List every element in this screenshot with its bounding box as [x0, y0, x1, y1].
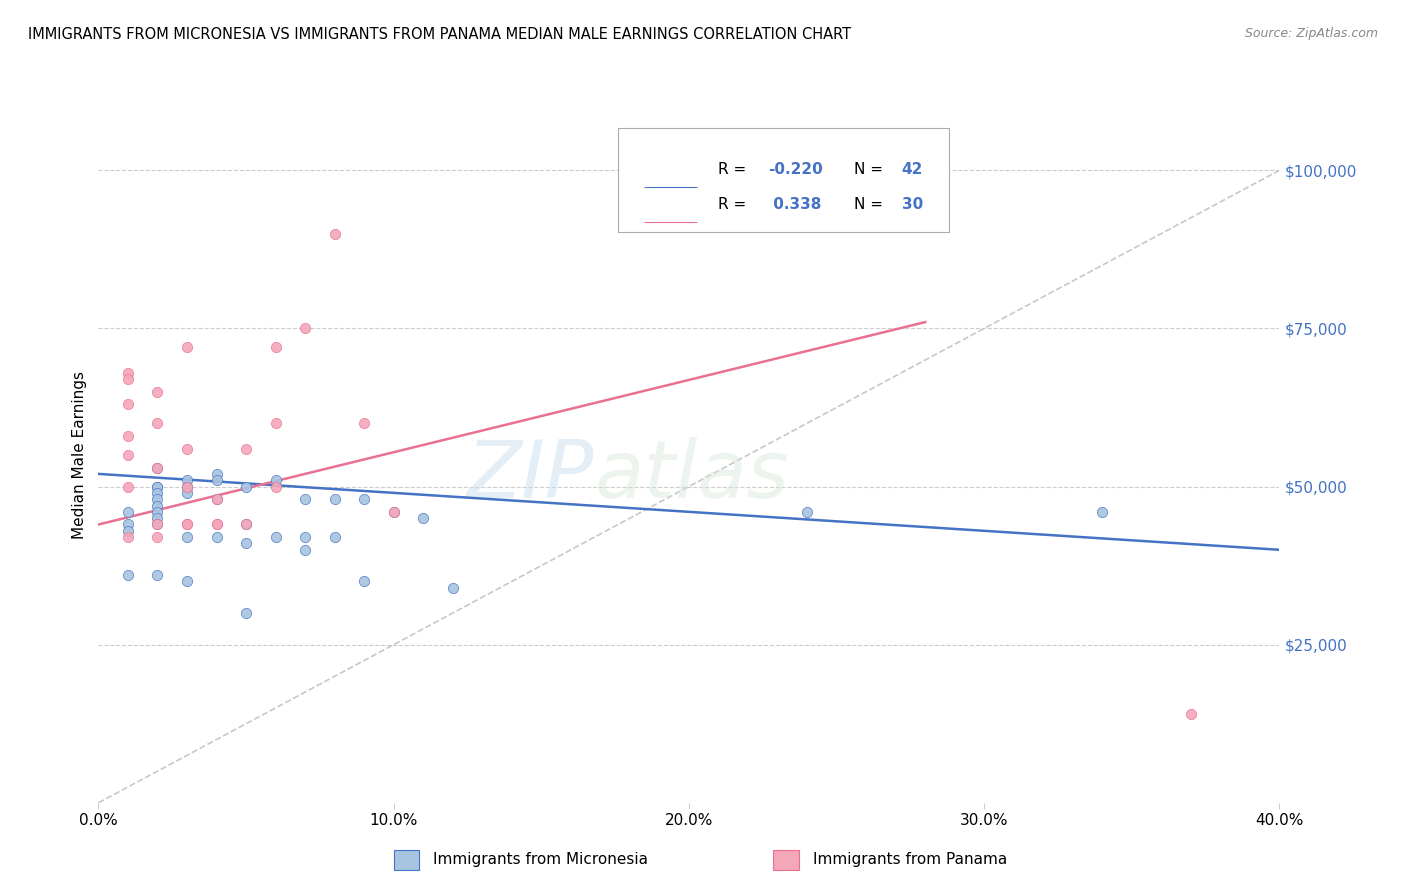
- Point: [205, 530, 228, 544]
- Point: [117, 568, 139, 582]
- Text: R =: R =: [718, 162, 752, 178]
- Point: [146, 499, 169, 513]
- Point: [235, 606, 257, 620]
- Point: [176, 479, 198, 493]
- Point: [176, 340, 198, 354]
- Point: [235, 536, 257, 550]
- Point: [146, 479, 169, 493]
- Point: [117, 397, 139, 411]
- Point: [146, 511, 169, 525]
- Text: atlas: atlas: [595, 437, 789, 515]
- Point: [323, 492, 346, 507]
- Point: [176, 574, 198, 589]
- Point: [264, 473, 287, 487]
- Point: [323, 530, 346, 544]
- Point: [205, 517, 228, 532]
- Point: [176, 479, 198, 493]
- Point: [235, 442, 257, 456]
- Point: [323, 227, 346, 241]
- Point: [146, 568, 169, 582]
- Point: [264, 479, 287, 493]
- Point: [176, 517, 198, 532]
- Point: [117, 372, 139, 386]
- Point: [176, 530, 198, 544]
- Point: [264, 340, 287, 354]
- Point: [1180, 707, 1202, 722]
- Point: [176, 486, 198, 500]
- Text: N =: N =: [855, 197, 889, 212]
- Point: [205, 492, 228, 507]
- Point: [146, 460, 169, 475]
- Point: [353, 574, 375, 589]
- Point: [146, 479, 169, 493]
- Point: [353, 492, 375, 507]
- Point: [205, 467, 228, 481]
- Point: [412, 511, 434, 525]
- Point: [146, 517, 169, 532]
- Point: [146, 505, 169, 519]
- Point: [205, 473, 228, 487]
- Point: [117, 448, 139, 462]
- Point: [264, 530, 287, 544]
- Y-axis label: Median Male Earnings: Median Male Earnings: [72, 371, 87, 539]
- Point: [146, 384, 169, 399]
- Text: Source: ZipAtlas.com: Source: ZipAtlas.com: [1244, 27, 1378, 40]
- Point: [235, 517, 257, 532]
- Text: 30: 30: [901, 197, 922, 212]
- Point: [382, 505, 405, 519]
- Point: [117, 366, 139, 380]
- Text: R =: R =: [718, 197, 752, 212]
- Point: [353, 417, 375, 431]
- Point: [205, 492, 228, 507]
- Point: [294, 530, 316, 544]
- Point: [294, 321, 316, 335]
- Text: 42: 42: [901, 162, 922, 178]
- Text: -0.220: -0.220: [768, 162, 823, 178]
- Point: [441, 581, 464, 595]
- Text: Immigrants from Micronesia: Immigrants from Micronesia: [433, 853, 648, 867]
- Point: [294, 542, 316, 557]
- Point: [235, 517, 257, 532]
- Point: [176, 517, 198, 532]
- FancyBboxPatch shape: [619, 128, 949, 232]
- Point: [146, 460, 169, 475]
- Point: [117, 479, 139, 493]
- Point: [146, 486, 169, 500]
- Text: IMMIGRANTS FROM MICRONESIA VS IMMIGRANTS FROM PANAMA MEDIAN MALE EARNINGS CORREL: IMMIGRANTS FROM MICRONESIA VS IMMIGRANTS…: [28, 27, 851, 42]
- Point: [1091, 505, 1114, 519]
- Point: [146, 417, 169, 431]
- Point: [146, 517, 169, 532]
- Point: [205, 517, 228, 532]
- Point: [796, 505, 818, 519]
- Point: [146, 530, 169, 544]
- Point: [176, 473, 198, 487]
- Text: ZIP: ZIP: [467, 437, 595, 515]
- Point: [176, 442, 198, 456]
- Text: N =: N =: [855, 162, 889, 178]
- Point: [117, 524, 139, 538]
- Point: [146, 492, 169, 507]
- Point: [382, 505, 405, 519]
- Text: 0.338: 0.338: [768, 197, 821, 212]
- Point: [235, 479, 257, 493]
- Point: [117, 517, 139, 532]
- Point: [264, 417, 287, 431]
- Point: [117, 505, 139, 519]
- Point: [117, 429, 139, 443]
- Point: [117, 530, 139, 544]
- Point: [294, 492, 316, 507]
- Text: Immigrants from Panama: Immigrants from Panama: [813, 853, 1007, 867]
- Point: [176, 479, 198, 493]
